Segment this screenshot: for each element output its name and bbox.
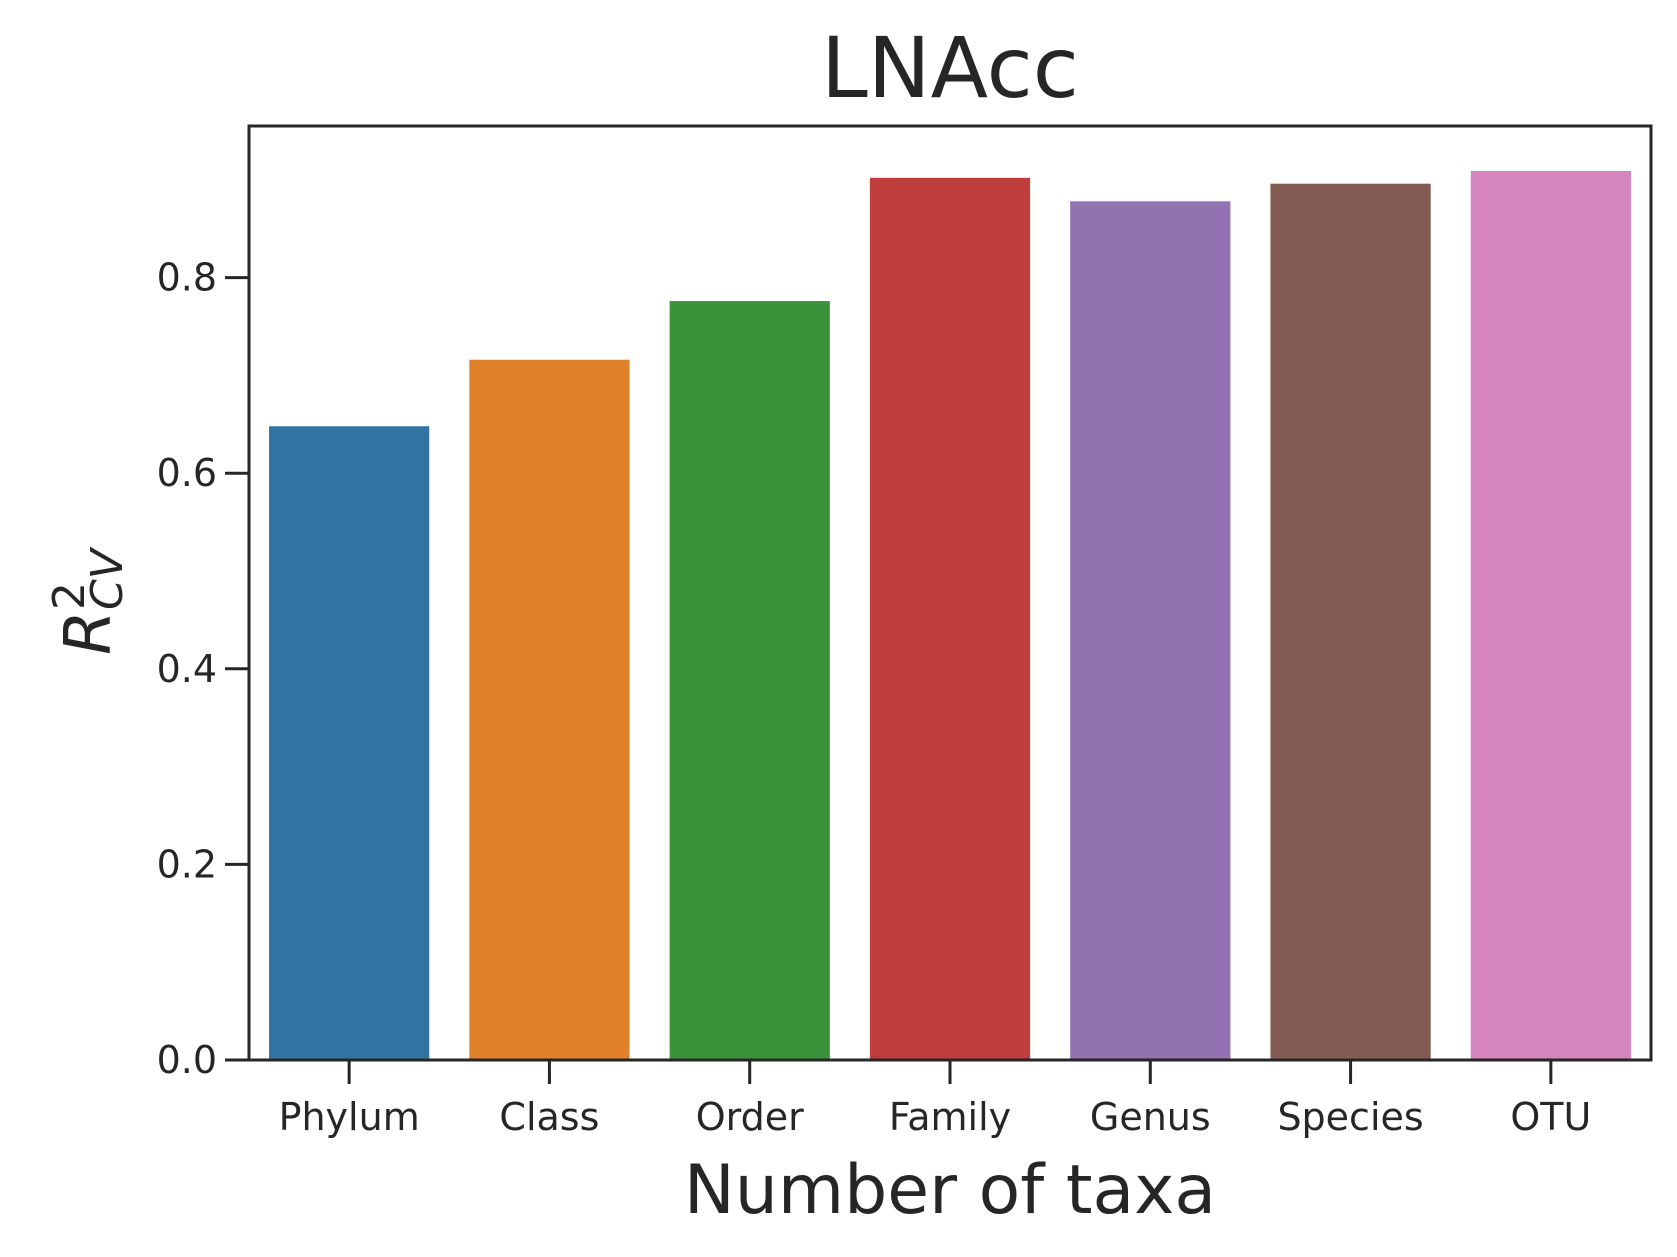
bar-class <box>469 359 630 1060</box>
x-axis-label: Number of taxa <box>684 1151 1216 1230</box>
y-axis-label-main: R <box>52 611 126 655</box>
y-tick-label: 0.6 <box>157 451 217 495</box>
x-tick-label: Order <box>696 1095 804 1139</box>
y-axis-label-subscript: CV <box>82 546 133 610</box>
x-axis-ticks: Phylum Class Order Family Genus Species OTU <box>279 1060 1591 1139</box>
plot-frame <box>247 124 1653 1062</box>
bar-phylum <box>269 426 430 1060</box>
y-tick-label: 0.8 <box>157 256 217 300</box>
x-tick-label: OTU <box>1510 1095 1591 1139</box>
chart-title: LNAcc <box>821 19 1079 117</box>
y-axis-ticks: 0.0 0.2 0.4 0.6 0.8 <box>157 256 249 1082</box>
bar-family <box>869 177 1031 1061</box>
bar-genus <box>1070 201 1231 1060</box>
bars <box>269 170 1631 1061</box>
x-tick-label: Genus <box>1090 1095 1211 1139</box>
y-tick-label: 0.4 <box>157 647 217 691</box>
bar-order <box>669 301 830 1061</box>
x-tick-label: Phylum <box>279 1095 420 1139</box>
y-axis-label-superscript: 2 <box>44 582 95 610</box>
bar-species <box>1270 183 1431 1060</box>
y-tick-label: 0.2 <box>157 842 217 886</box>
x-tick-label: Species <box>1277 1095 1423 1139</box>
bar-otu <box>1470 170 1631 1061</box>
x-tick-label: Class <box>499 1095 599 1139</box>
y-tick-label: 0.0 <box>157 1038 217 1082</box>
y-axis-label: R 2 CV <box>44 546 133 655</box>
x-tick-label: Family <box>889 1095 1011 1139</box>
